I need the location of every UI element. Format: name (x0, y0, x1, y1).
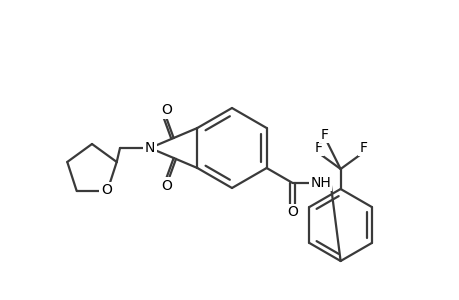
Text: NH: NH (309, 176, 330, 190)
Text: O: O (286, 205, 297, 219)
Text: F: F (320, 128, 328, 142)
Text: F: F (359, 141, 367, 155)
Text: O: O (162, 179, 172, 193)
Text: N: N (145, 141, 155, 155)
Text: O: O (162, 103, 172, 117)
Text: O: O (101, 183, 112, 197)
Text: F: F (314, 141, 322, 155)
